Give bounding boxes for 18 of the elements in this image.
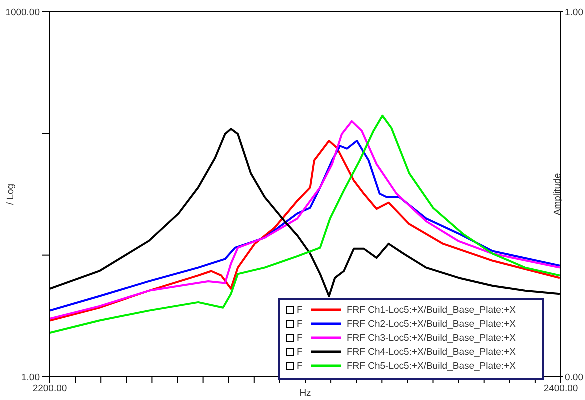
legend-label: FRF Ch2-Loc5:+X/Build_Base_Plate:+X bbox=[347, 318, 516, 330]
y2-tick-label: 1.00 bbox=[565, 7, 584, 18]
legend-label: FRF Ch4-Loc5:+X/Build_Base_Plate:+X bbox=[347, 346, 516, 358]
y-tick-label: 1000.00 bbox=[6, 7, 40, 18]
x-tick-label: 2400.00 bbox=[544, 384, 578, 395]
annotation: F bbox=[297, 360, 304, 372]
x-tick-label: 2200.00 bbox=[32, 384, 68, 395]
annotation: F bbox=[297, 346, 304, 358]
annotation: F bbox=[297, 318, 304, 330]
annotation: F bbox=[297, 332, 304, 344]
annotation: F bbox=[297, 304, 304, 316]
x-axis-title: Hz bbox=[300, 388, 312, 399]
y2-tick-label: 0.00 bbox=[565, 372, 584, 384]
legend-label: FRF Ch5-Loc5:+X/Build_Base_Plate:+X bbox=[347, 360, 516, 372]
legend-label: FRF Ch1-Loc5:+X/Build_Base_Plate:+X bbox=[347, 304, 516, 316]
y-axis-title: / Log bbox=[5, 184, 16, 206]
y2-axis-title: Amplitude bbox=[552, 173, 564, 216]
legend-label: FRF Ch3-Loc5:+X/Build_Base_Plate:+X bbox=[347, 332, 516, 344]
